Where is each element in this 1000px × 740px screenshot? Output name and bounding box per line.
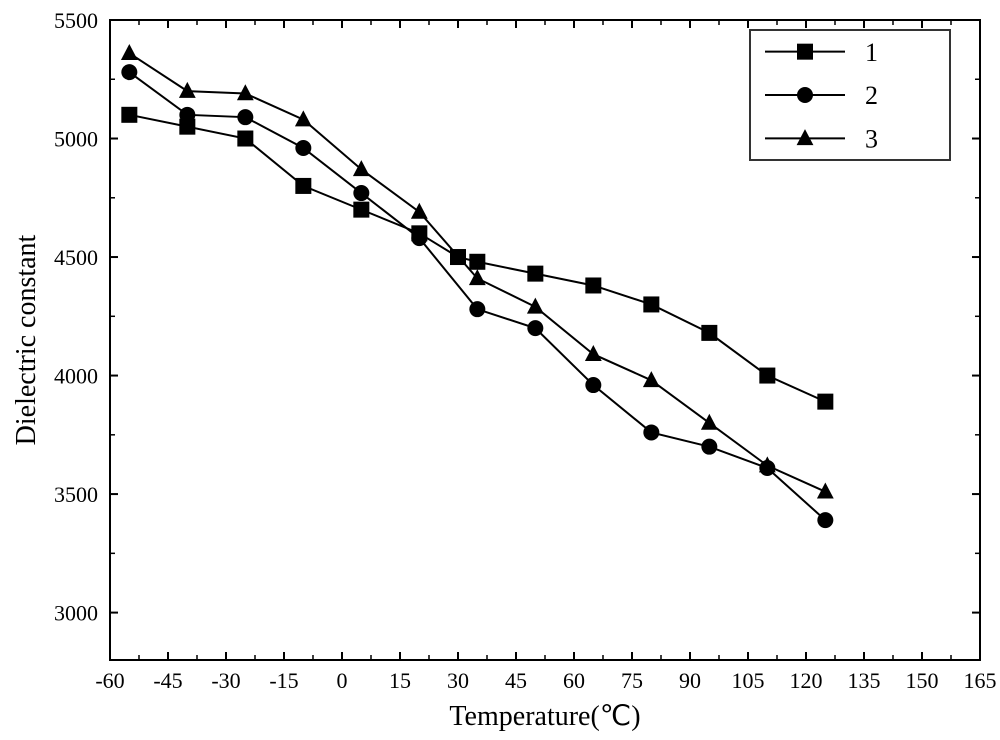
svg-text:150: 150 xyxy=(906,668,939,693)
svg-text:135: 135 xyxy=(848,668,881,693)
chart-svg: -60 -45 -30 -15 0 15 30 45 60 75 90 105 120 135 150 165… xyxy=(0,0,1000,740)
svg-text:0: 0 xyxy=(337,668,348,693)
svg-text:3000: 3000 xyxy=(54,601,98,626)
svg-text:30: 30 xyxy=(447,668,469,693)
svg-text:-60: -60 xyxy=(95,668,124,693)
svg-text:90: 90 xyxy=(679,668,701,693)
svg-text:3500: 3500 xyxy=(54,482,98,507)
svg-text:-45: -45 xyxy=(153,668,182,693)
svg-text:Temperature(℃): Temperature(℃) xyxy=(449,701,640,732)
line-chart: -60 -45 -30 -15 0 15 30 45 60 75 90 105 120 135 150 165… xyxy=(0,0,1000,740)
svg-text:Dielectric constant: Dielectric constant xyxy=(11,234,42,445)
svg-text:1: 1 xyxy=(865,38,878,67)
svg-text:2: 2 xyxy=(865,81,878,110)
svg-text:120: 120 xyxy=(790,668,823,693)
svg-text:5000: 5000 xyxy=(54,127,98,152)
svg-text:-15: -15 xyxy=(269,668,298,693)
svg-text:15: 15 xyxy=(389,668,411,693)
svg-text:-30: -30 xyxy=(211,668,240,693)
svg-text:60: 60 xyxy=(563,668,585,693)
svg-text:4000: 4000 xyxy=(54,364,98,389)
svg-text:3: 3 xyxy=(865,124,878,153)
svg-text:75: 75 xyxy=(621,668,643,693)
svg-text:165: 165 xyxy=(964,668,997,693)
svg-text:105: 105 xyxy=(732,668,765,693)
svg-text:5500: 5500 xyxy=(54,8,98,33)
svg-text:4500: 4500 xyxy=(54,245,98,270)
svg-text:45: 45 xyxy=(505,668,527,693)
